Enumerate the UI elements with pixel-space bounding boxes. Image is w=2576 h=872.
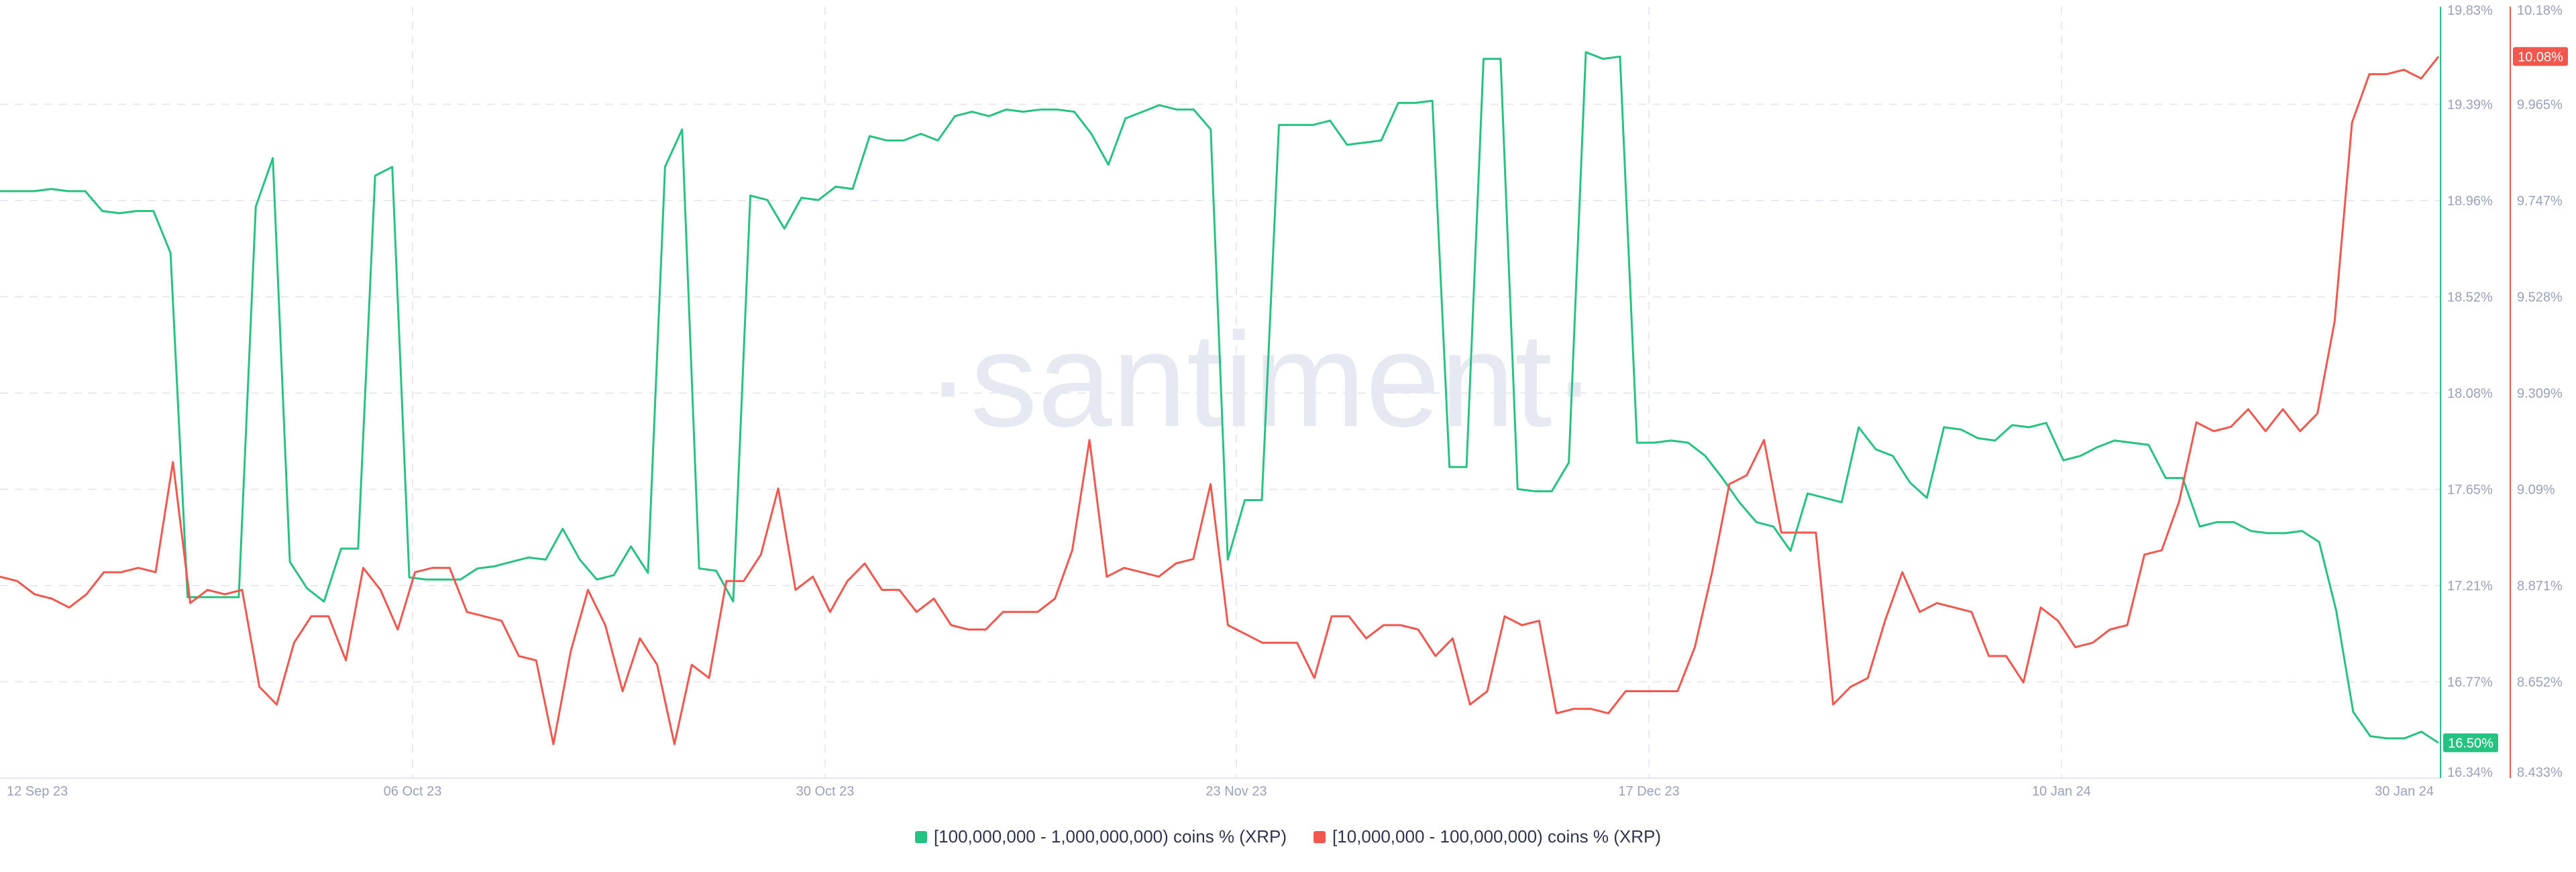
legend-swatch-red [1313,830,1326,843]
badge-text: 10.08% [2518,50,2563,64]
x-tick-label: 30 Oct 23 [796,784,855,799]
left-y-tick-label: 19.39% [2447,98,2493,113]
x-tick-label: 06 Oct 23 [384,784,442,799]
right-y-tick-label: 8.871% [2517,579,2563,594]
axes [0,7,2511,779]
left-y-tick-label: 16.77% [2447,675,2493,690]
current-value-badge-1: 16.50% [2443,733,2498,753]
legend-label-series-1: [100,000,000 - 1,000,000,000) coins % (X… [933,826,1287,847]
x-tick-label: 12 Sep 23 [7,784,68,799]
right-y-tick-label: 9.309% [2517,386,2563,401]
right-y-tick-label: 8.652% [2517,675,2563,690]
series-line-2 [0,56,2440,745]
current-value-badge-2: 10.08% [2513,47,2568,66]
series-line-1 [0,51,2439,744]
badge-bg [2443,733,2498,753]
x-tick-label: 10 Jan 24 [2032,784,2091,799]
left-y-tick-label: 18.96% [2447,194,2493,209]
legend-label-series-2: [10,000,000 - 100,000,000) coins % (XRP) [1332,826,1662,847]
left-y-tick-label: 17.21% [2447,579,2493,594]
left-y-tick-label: 19.83% [2447,3,2493,18]
watermark: ·santiment· [926,305,1597,455]
x-tick-label: 23 Nov 23 [1205,784,1267,799]
legend-swatch-green [914,830,927,843]
grid-lines [0,7,2440,778]
left-y-tick-label: 18.08% [2447,386,2493,401]
right-y-tick-label: 8.433% [2517,765,2563,780]
series-layer [0,51,2440,745]
right-y-tick-label: 9.747% [2517,194,2563,209]
x-tick-label: 30 Jan 24 [2375,784,2434,799]
badge-text: 16.50% [2448,736,2493,751]
legend-item-series-1[interactable]: [100,000,000 - 1,000,000,000) coins % (X… [914,826,1287,847]
legend-item-series-2[interactable]: [10,000,000 - 100,000,000) coins % (XRP) [1313,826,1661,847]
x-tick-label: 17 Dec 23 [1618,784,1679,799]
tick-labels: 19.83% 19.39% 18.96% 18.52% 18.08% 17.65% 17.2… [7,3,2568,799]
left-y-tick-label: 16.34% [2447,765,2493,780]
left-y-tick-label: 18.52% [2447,290,2493,305]
right-y-tick-label: 9.528% [2517,290,2563,305]
legend: [100,000,000 - 1,000,000,000) coins % (X… [0,826,2576,847]
right-y-tick-label: 10.18% [2517,3,2563,18]
right-y-tick-label: 9.09% [2517,483,2555,498]
badge-bg [2513,47,2568,66]
left-y-tick-label: 17.65% [2447,483,2493,498]
right-y-tick-label: 9.965% [2517,98,2563,113]
